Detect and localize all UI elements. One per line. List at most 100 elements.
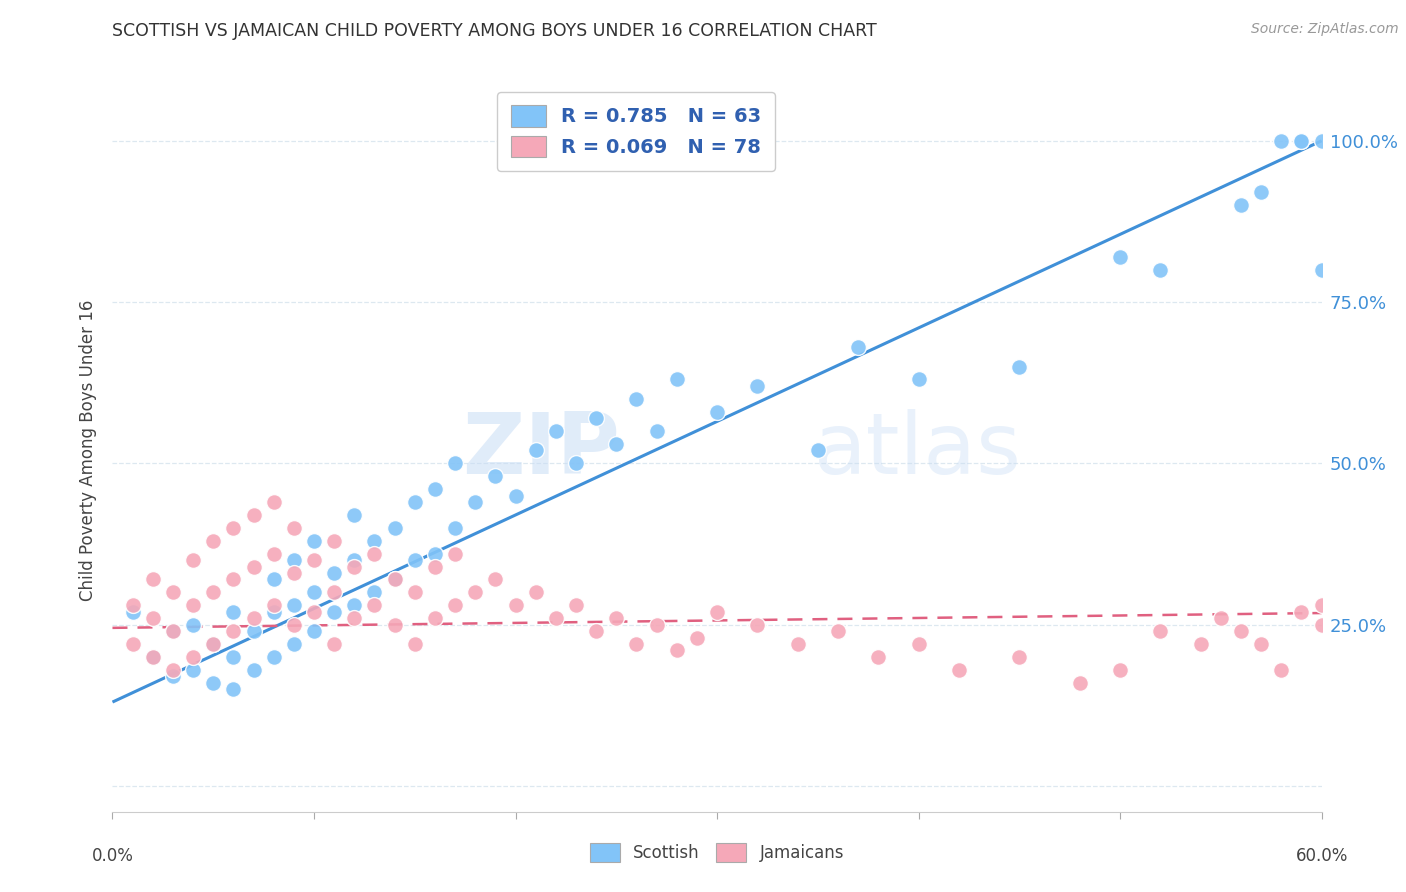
Point bbox=[202, 637, 225, 651]
Point bbox=[1230, 198, 1253, 212]
Point bbox=[1391, 631, 1406, 645]
Point bbox=[1149, 263, 1171, 277]
Point bbox=[263, 605, 285, 619]
Point bbox=[484, 469, 506, 483]
Point bbox=[524, 443, 547, 458]
Point bbox=[747, 617, 769, 632]
Point bbox=[645, 617, 668, 632]
Point bbox=[302, 585, 325, 599]
Point bbox=[605, 611, 627, 625]
Point bbox=[1069, 675, 1091, 690]
Point bbox=[222, 624, 245, 639]
Point bbox=[686, 631, 709, 645]
Point bbox=[323, 585, 346, 599]
Point bbox=[626, 392, 648, 406]
Point bbox=[343, 559, 366, 574]
Point bbox=[283, 599, 305, 613]
Point bbox=[222, 682, 245, 697]
Point bbox=[384, 617, 406, 632]
Point bbox=[242, 611, 264, 625]
Point bbox=[142, 573, 165, 587]
Point bbox=[948, 663, 970, 677]
Point bbox=[242, 508, 264, 522]
Point bbox=[283, 617, 305, 632]
Point bbox=[404, 585, 426, 599]
Point bbox=[283, 566, 305, 580]
Point bbox=[1008, 359, 1031, 374]
Text: ZIP: ZIP bbox=[463, 409, 620, 492]
Point bbox=[1291, 605, 1313, 619]
Point bbox=[464, 585, 486, 599]
Point bbox=[423, 547, 446, 561]
Point bbox=[1209, 611, 1232, 625]
Point bbox=[626, 637, 648, 651]
Y-axis label: Child Poverty Among Boys Under 16: Child Poverty Among Boys Under 16 bbox=[79, 300, 97, 601]
Point bbox=[868, 649, 890, 664]
Point bbox=[505, 489, 527, 503]
Point bbox=[1310, 599, 1333, 613]
Point bbox=[302, 605, 325, 619]
Point bbox=[202, 637, 225, 651]
Point bbox=[142, 649, 165, 664]
Point bbox=[142, 649, 165, 664]
Point bbox=[242, 663, 264, 677]
Point bbox=[505, 599, 527, 613]
Point bbox=[423, 482, 446, 496]
Point bbox=[1310, 263, 1333, 277]
Point bbox=[384, 573, 406, 587]
Point bbox=[121, 605, 143, 619]
Point bbox=[181, 649, 204, 664]
Point bbox=[323, 637, 346, 651]
Point bbox=[1270, 663, 1292, 677]
Point bbox=[1310, 617, 1333, 632]
Point bbox=[1250, 186, 1272, 200]
Point bbox=[384, 573, 406, 587]
Point bbox=[343, 611, 366, 625]
Text: 0.0%: 0.0% bbox=[91, 847, 134, 865]
Point bbox=[363, 585, 385, 599]
Point bbox=[404, 553, 426, 567]
Point bbox=[222, 573, 245, 587]
Point bbox=[343, 553, 366, 567]
Text: atlas: atlas bbox=[814, 409, 1022, 492]
Point bbox=[162, 585, 184, 599]
Point bbox=[1330, 611, 1353, 625]
Point bbox=[444, 521, 467, 535]
Point bbox=[1351, 624, 1374, 639]
Point bbox=[605, 437, 627, 451]
Point bbox=[665, 643, 688, 657]
Point bbox=[1291, 134, 1313, 148]
Point bbox=[384, 521, 406, 535]
Point bbox=[142, 611, 165, 625]
Point bbox=[263, 599, 285, 613]
Point bbox=[181, 617, 204, 632]
Point bbox=[202, 585, 225, 599]
Point bbox=[1230, 624, 1253, 639]
Point bbox=[181, 663, 204, 677]
Legend: Scottish, Jamaicans: Scottish, Jamaicans bbox=[579, 833, 855, 872]
Point bbox=[302, 624, 325, 639]
Point bbox=[263, 649, 285, 664]
Point bbox=[162, 669, 184, 683]
Point bbox=[343, 508, 366, 522]
Point bbox=[363, 533, 385, 548]
Point bbox=[807, 443, 830, 458]
Point bbox=[1270, 134, 1292, 148]
Point bbox=[1109, 250, 1132, 264]
Point bbox=[524, 585, 547, 599]
Point bbox=[1250, 637, 1272, 651]
Point bbox=[181, 599, 204, 613]
Point bbox=[1109, 663, 1132, 677]
Point bbox=[544, 611, 567, 625]
Text: SCOTTISH VS JAMAICAN CHILD POVERTY AMONG BOYS UNDER 16 CORRELATION CHART: SCOTTISH VS JAMAICAN CHILD POVERTY AMONG… bbox=[112, 22, 877, 40]
Point bbox=[121, 599, 143, 613]
Point bbox=[404, 637, 426, 651]
Point bbox=[706, 405, 728, 419]
Point bbox=[343, 599, 366, 613]
Point bbox=[363, 599, 385, 613]
Point bbox=[302, 553, 325, 567]
Point bbox=[1189, 637, 1212, 651]
Point bbox=[302, 533, 325, 548]
Point bbox=[1149, 624, 1171, 639]
Point bbox=[585, 624, 607, 639]
